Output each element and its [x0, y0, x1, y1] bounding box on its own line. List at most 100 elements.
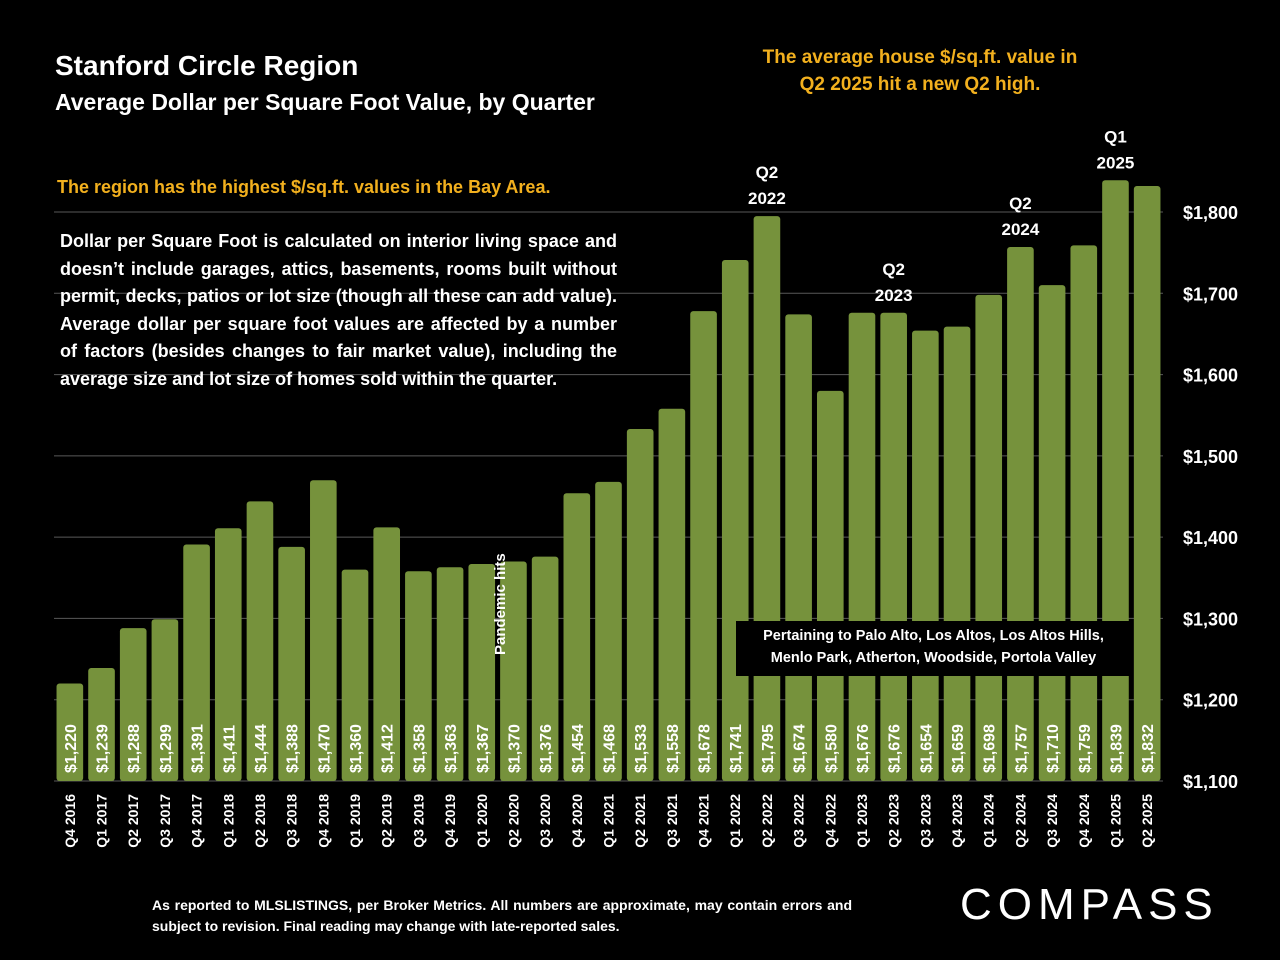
x-tick-label: Q4 2018 — [315, 794, 331, 848]
pandemic-annotation: Pandemic hits — [492, 553, 509, 655]
bar — [595, 481, 622, 781]
bar-value-label: $1,558 — [665, 724, 682, 773]
region-note: The region has the highest $/sq.ft. valu… — [57, 177, 551, 197]
annotation-label: 2022 — [748, 189, 786, 208]
bar-value-label: $1,376 — [538, 724, 555, 773]
x-tick-label: Q4 2022 — [822, 794, 838, 848]
bar — [658, 408, 686, 781]
compass-logo: COMPASS — [960, 880, 1219, 929]
bar-value-label: $1,795 — [760, 724, 777, 773]
bar-value-label: $1,388 — [285, 724, 302, 773]
x-tick-label: Q4 2019 — [442, 794, 458, 848]
x-tick-label: Q4 2023 — [949, 794, 965, 848]
bar-value-label: $1,659 — [950, 724, 967, 773]
x-tick-label: Q3 2017 — [157, 794, 173, 848]
y-tick-label: $1,300 — [1183, 609, 1238, 629]
bar — [500, 561, 527, 781]
bar-value-label: $1,444 — [253, 724, 270, 773]
x-axis-labels: Q4 2016 Q1 2017 Q2 2017 Q3 2017 Q4 2017 Q1 20… — [62, 794, 1155, 848]
bar — [436, 567, 464, 781]
bar-value-label: $1,220 — [63, 724, 80, 773]
x-tick-label: Q2 2022 — [759, 794, 775, 848]
bar-value-label: $1,676 — [887, 724, 904, 773]
x-tick-label: Q2 2018 — [252, 794, 268, 848]
bar-value-label: $1,299 — [158, 724, 175, 773]
bar — [721, 259, 749, 781]
y-tick-label: $1,600 — [1183, 366, 1238, 386]
x-tick-label: Q1 2022 — [727, 794, 743, 848]
bar — [975, 294, 1003, 781]
x-tick-label: Q2 2019 — [379, 794, 395, 848]
x-tick-label: Q3 2022 — [791, 794, 807, 848]
annotations: Q2 2022 Q2 2023 Q2 2024 Q1 2025 — [748, 127, 1134, 304]
y-tick-label: $1,800 — [1183, 203, 1238, 223]
x-tick-label: Q2 2017 — [125, 794, 141, 848]
bar — [246, 501, 274, 781]
y-tick-label: $1,700 — [1183, 284, 1238, 304]
bar — [88, 668, 115, 781]
bar — [310, 480, 337, 781]
x-tick-label: Q1 2019 — [347, 794, 363, 848]
x-tick-label: Q1 2024 — [981, 794, 997, 848]
bar-value-label: $1,698 — [982, 724, 999, 773]
chart-title: Stanford Circle Region — [55, 50, 359, 81]
bar-value-label: $1,757 — [1013, 724, 1030, 773]
bar — [848, 312, 876, 781]
x-tick-label: Q1 2020 — [474, 794, 490, 848]
top-callout-line2: Q2 2025 hit a new Q2 high. — [799, 74, 1041, 95]
bar — [943, 326, 971, 781]
bar-value-label: $1,360 — [348, 724, 365, 773]
bar-value-label: $1,678 — [697, 724, 714, 773]
x-tick-label: Q3 2021 — [664, 794, 680, 848]
bar-value-label: $1,676 — [855, 724, 872, 773]
x-tick-label: Q3 2018 — [284, 794, 300, 848]
bar-value-label: $1,533 — [633, 724, 650, 773]
bar-value-label: $1,654 — [918, 724, 935, 773]
bar — [278, 546, 305, 781]
bar-value-label: $1,674 — [792, 724, 809, 773]
pertaining-box: Pertaining to Palo Alto, Los Altos, Los … — [736, 621, 1131, 676]
bar — [1038, 285, 1066, 781]
x-tick-label: Q1 2023 — [854, 794, 870, 848]
annotation-label: Q1 — [1104, 127, 1127, 146]
annotation-label: 2023 — [875, 286, 913, 305]
bar — [563, 493, 591, 781]
bar-value-label: $1,412 — [380, 724, 397, 773]
bar-value-label: $1,741 — [728, 724, 745, 773]
bar-value-label: $1,288 — [126, 724, 143, 773]
bar-value-label: $1,239 — [95, 724, 112, 773]
footnote: As reported to MLSLISTINGS, per Broker M… — [152, 897, 852, 934]
bar-value-label: $1,832 — [1140, 724, 1157, 773]
x-tick-label: Q3 2023 — [917, 794, 933, 848]
bar — [753, 216, 781, 782]
y-tick-label: $1,100 — [1183, 772, 1238, 792]
y-tick-label: $1,400 — [1183, 528, 1238, 548]
bar-value-label: $1,411 — [221, 725, 238, 773]
bar — [1133, 185, 1161, 781]
x-tick-label: Q3 2020 — [537, 794, 553, 848]
chart-subtitle: Average Dollar per Square Foot Value, by… — [55, 89, 595, 115]
x-tick-label: Q4 2017 — [189, 794, 205, 848]
x-tick-label: Q1 2018 — [220, 794, 236, 848]
x-tick-label: Q4 2024 — [1076, 794, 1092, 848]
bar — [468, 563, 496, 781]
y-tick-label: $1,500 — [1183, 447, 1238, 467]
bar-value-label: $1,391 — [190, 724, 207, 773]
bar-value-label: $1,358 — [411, 724, 428, 773]
x-tick-label: Q2 2023 — [886, 794, 902, 848]
bar — [56, 683, 84, 781]
x-tick-label: Q1 2017 — [94, 794, 110, 848]
bar-value-label: $1,367 — [475, 724, 492, 773]
bar — [373, 527, 401, 781]
x-tick-label: Q3 2024 — [1044, 794, 1060, 848]
bar — [119, 628, 147, 781]
x-tick-label: Q2 2020 — [505, 794, 521, 848]
bar — [214, 528, 242, 781]
y-tick-label: $1,200 — [1183, 691, 1238, 711]
bar-value-label: $1,470 — [316, 724, 333, 773]
x-tick-label: Q2 2025 — [1139, 794, 1155, 848]
bar — [626, 429, 654, 781]
bar-value-label: $1,370 — [506, 724, 523, 773]
y-axis-labels: $1,100 $1,200 $1,300 $1,400 $1,500 $1,600 $1,7… — [1183, 203, 1238, 792]
